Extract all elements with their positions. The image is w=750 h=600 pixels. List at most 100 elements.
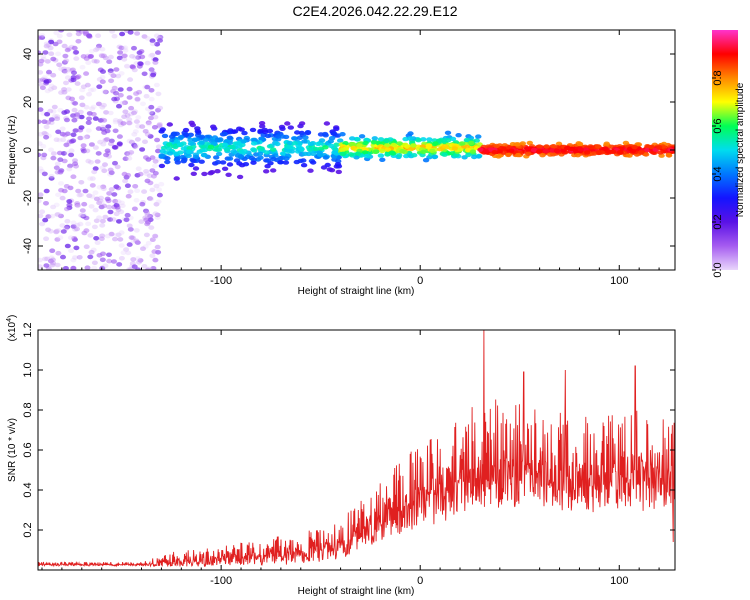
heatmap-cell	[66, 199, 73, 204]
colorbar-tick-label: 0.8	[712, 70, 724, 85]
heatmap-cell	[111, 85, 118, 91]
heatmap-cell	[60, 137, 67, 142]
heatmap-panel: -100 0 100 -40 -20 0 20 40 Height of straight …	[7, 29, 676, 297]
heatmap-cell	[85, 221, 92, 227]
heatmap-cell	[92, 145, 99, 150]
heatmap-cell	[158, 181, 165, 187]
heatmap-cell	[78, 114, 85, 120]
heatmap-cell	[116, 103, 122, 109]
heatmap-cell	[334, 162, 342, 167]
heatmap-cell	[82, 188, 89, 194]
heatmap-cell	[78, 213, 85, 218]
heatmap-cell	[264, 164, 271, 169]
heatmap-cell	[79, 102, 86, 108]
heatmap-cell	[38, 107, 44, 112]
heatmap-cell	[145, 120, 152, 125]
x-tick-label: 100	[610, 575, 628, 587]
heatmap-cell	[115, 232, 122, 238]
heatmap-cell	[87, 88, 94, 93]
heatmap-cell	[112, 128, 119, 134]
heatmap-cell	[118, 200, 125, 206]
heatmap-cell	[122, 48, 129, 53]
heatmap-cell	[54, 114, 61, 119]
heatmap-cell	[231, 129, 239, 134]
heatmap-cell	[240, 139, 247, 144]
heatmap-cell	[553, 148, 561, 153]
heatmap-cell	[266, 144, 274, 149]
heatmap-cell	[147, 196, 153, 201]
heatmap-cell	[40, 54, 47, 59]
heatmap-cell	[110, 73, 117, 78]
heatmap-cell	[124, 63, 130, 69]
heatmap-cell	[309, 141, 317, 146]
heatmap-cell	[156, 122, 163, 127]
heatmap-cell	[142, 244, 149, 249]
heatmap-cell	[358, 134, 366, 139]
heatmap-cell	[141, 189, 148, 194]
heatmap-cell	[42, 50, 49, 55]
heatmap-cell	[200, 152, 208, 158]
heatmap-cell	[38, 192, 44, 197]
heatmap-cell	[300, 163, 308, 168]
heatmap-cell	[70, 138, 77, 143]
heatmap-cell	[214, 169, 221, 174]
heatmap-cell	[285, 144, 292, 150]
heatmap-cell	[264, 133, 272, 139]
heatmap-cell	[192, 166, 200, 171]
heatmap-cell	[65, 87, 72, 92]
heatmap-cell	[415, 138, 422, 143]
heatmap-cell	[148, 115, 154, 121]
heatmap-cell	[429, 148, 436, 153]
heatmap-cell	[151, 163, 158, 169]
heatmap-cell	[622, 140, 630, 146]
heatmap-cell	[121, 57, 128, 62]
heatmap-cell	[66, 166, 73, 172]
snr-y-multiplier-exp: 4	[6, 318, 13, 322]
heatmap-cell	[93, 196, 100, 202]
heatmap-cell	[94, 159, 101, 164]
heatmap-cell	[133, 119, 140, 124]
heatmap-cell	[108, 138, 115, 144]
heatmap-cell	[603, 141, 610, 146]
heatmap-cell	[45, 78, 52, 84]
heatmap-cell	[463, 137, 471, 143]
heatmap-cell	[263, 150, 270, 155]
heatmap-cell	[49, 248, 56, 253]
heatmap-cell	[166, 142, 173, 147]
heatmap-cell	[152, 211, 159, 216]
heatmap-cell	[270, 147, 277, 152]
heatmap-cell	[147, 214, 154, 219]
heatmap-cell	[143, 155, 149, 160]
heatmap-cell	[141, 71, 148, 77]
colorbar-tick-label: 0.0	[712, 262, 724, 277]
heatmap-cell	[50, 151, 57, 156]
heatmap-cell	[48, 176, 55, 181]
heatmap-cell	[94, 46, 101, 51]
heatmap-cell	[48, 258, 54, 264]
heatmap-cell	[117, 92, 124, 98]
heatmap-cell	[333, 126, 340, 132]
heatmap-cell	[99, 104, 106, 110]
heatmap-cell	[48, 173, 55, 179]
heatmap-cell	[151, 249, 158, 254]
heatmap-cell	[93, 59, 100, 64]
heatmap-cell	[396, 141, 403, 146]
heatmap-cell	[79, 64, 86, 70]
heatmap-cell	[147, 180, 154, 186]
heatmap-cell	[90, 87, 97, 92]
heatmap-cell	[190, 158, 197, 164]
heatmap-cell	[411, 153, 418, 158]
heatmap-cell	[99, 223, 106, 228]
heatmap-cell	[108, 231, 115, 237]
heatmap-cell	[83, 71, 90, 76]
heatmap-cell	[339, 132, 346, 137]
heatmap-cell	[46, 69, 52, 75]
heatmap-cell	[80, 143, 87, 148]
heatmap-cell	[130, 257, 137, 262]
heatmap-cell	[73, 56, 80, 61]
heatmap-cell	[133, 143, 140, 148]
heatmap-cell	[38, 166, 44, 171]
heatmap-cell	[59, 195, 66, 201]
heatmap-cell	[241, 149, 248, 154]
heatmap-cell	[95, 101, 102, 107]
